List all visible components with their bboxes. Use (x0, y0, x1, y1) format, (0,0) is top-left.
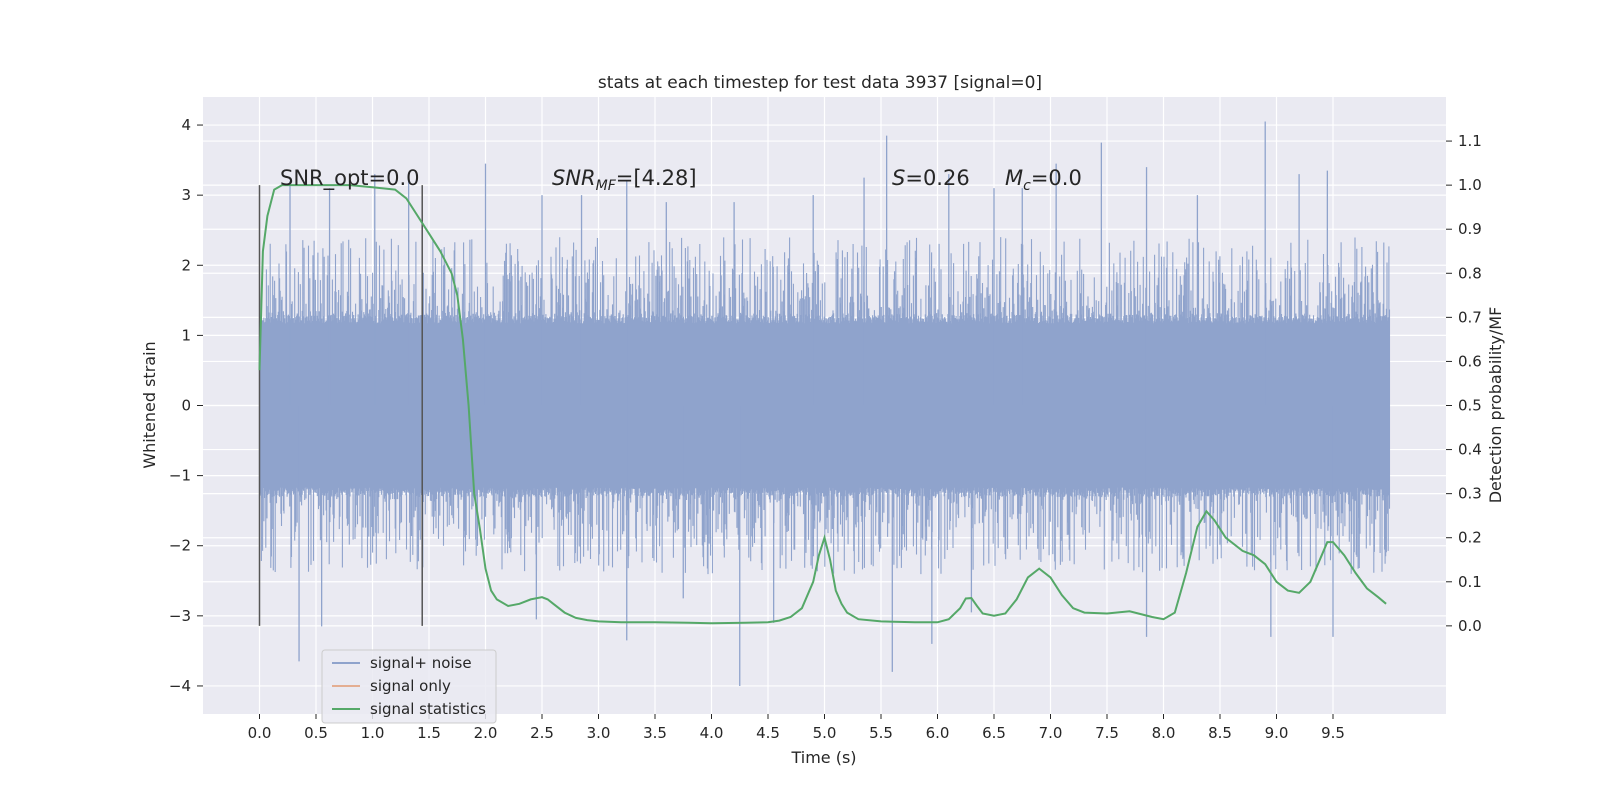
y-right-tick-label-6: 0.6 (1458, 352, 1482, 370)
y-right-tick-label-5: 0.5 (1458, 397, 1482, 415)
x-tick-label-8: 4.0 (700, 724, 724, 742)
annotation-snr-mf-value: =[4.28] (616, 166, 697, 190)
x-tick-label-12: 6.0 (926, 724, 950, 742)
y-right-tick-label-11: 1.1 (1458, 132, 1482, 150)
y-right-tick-label-0: 0.0 (1458, 617, 1482, 635)
y-tick-label-3: −1 (169, 467, 191, 485)
y-tick-label-8: 4 (181, 116, 191, 134)
x-tick-label-17: 8.5 (1208, 724, 1232, 742)
legend: signal+ noise signal only signal statist… (321, 649, 497, 724)
x-tick-label-16: 8.0 (1152, 724, 1176, 742)
x-tick-label-11: 5.5 (869, 724, 893, 742)
y-right-tick-label-1: 0.1 (1458, 573, 1482, 591)
annotation-s-value: =0.26 (905, 166, 969, 190)
legend-box (321, 649, 497, 724)
x-tick-label-2: 1.0 (361, 724, 385, 742)
x-tick-label-5: 2.5 (530, 724, 554, 742)
y-right-tick-label-3: 0.3 (1458, 485, 1482, 503)
annotation-mc: Mc=0.0 (1005, 166, 1082, 194)
y-tick-label-2: −2 (169, 537, 191, 555)
y-tick-label-4: 0 (181, 397, 191, 415)
y-axis-ticks: −4 −3 −2 −1 0 1 2 3 4 (169, 116, 203, 695)
annotation-s: S=0.26 (892, 166, 970, 190)
noise-series (258, 121, 1391, 686)
x-tick-label-3: 1.5 (417, 724, 441, 742)
x-tick-label-13: 6.5 (982, 724, 1006, 742)
x-tick-label-14: 7.0 (1039, 724, 1063, 742)
x-tick-label-0: 0.0 (248, 724, 272, 742)
x-tick-label-7: 3.5 (643, 724, 667, 742)
y-right-axis-ticks: 0.0 0.1 0.2 0.3 0.4 0.5 0.6 0.7 0.8 0.9 1.0 1.1 (1446, 132, 1482, 635)
legend-label-signal-noise: signal+ noise (370, 654, 472, 672)
y-axis-label: Whitened strain (140, 341, 159, 468)
y-right-tick-label-4: 0.4 (1458, 441, 1482, 459)
x-tick-label-15: 7.5 (1095, 724, 1119, 742)
annotation-snr-opt: SNR_opt=0.0 (280, 166, 420, 191)
x-tick-label-1: 0.5 (304, 724, 328, 742)
y-tick-label-6: 2 (181, 256, 191, 274)
y-right-tick-label-9: 0.9 (1458, 220, 1482, 238)
x-tick-label-6: 3.0 (587, 724, 611, 742)
y-tick-label-5: 1 (181, 326, 191, 344)
series-line-signal-statistics (258, 184, 1387, 625)
vertical-markers (258, 185, 423, 626)
y-right-axis-label: Detection probability/MF (1486, 307, 1505, 504)
y-right-tick-label-10: 1.0 (1458, 176, 1482, 194)
annotation-s-main: S (892, 166, 905, 190)
x-tick-label-10: 5.0 (813, 724, 837, 742)
y-tick-label-1: −3 (169, 607, 191, 625)
x-axis-ticks: 0.0 0.5 1.0 1.5 2.0 2.5 3.0 3.5 4.0 4.5 5.0 5.5 6.0 6… (248, 714, 1345, 742)
annotation-mc-value: =0.0 (1031, 166, 1082, 190)
y-right-tick-label-7: 0.7 (1458, 308, 1482, 326)
annotation-snr-mf: SNRMF=[4.28] (552, 166, 697, 194)
annotation-snr-mf-main: SNR (552, 166, 596, 190)
x-tick-label-4: 2.0 (474, 724, 498, 742)
x-tick-label-18: 9.0 (1265, 724, 1289, 742)
x-axis-label: Time (s) (790, 748, 856, 767)
y-right-tick-label-2: 0.2 (1458, 529, 1482, 547)
y-tick-label-0: −4 (169, 677, 191, 695)
x-tick-label-9: 4.5 (756, 724, 780, 742)
legend-label-signal-only: signal only (370, 677, 451, 695)
annotation-mc-main: M (1005, 166, 1023, 190)
legend-label-signal-statistics: signal statistics (370, 700, 486, 718)
annotation-snr-mf-sub: MF (596, 178, 617, 194)
x-tick-label-19: 9.5 (1321, 724, 1345, 742)
chart-title: stats at each timestep for test data 393… (598, 73, 1042, 93)
y-right-tick-label-8: 0.8 (1458, 264, 1482, 282)
annotation-mc-sub: c (1023, 178, 1031, 194)
y-tick-label-7: 3 (181, 186, 191, 204)
